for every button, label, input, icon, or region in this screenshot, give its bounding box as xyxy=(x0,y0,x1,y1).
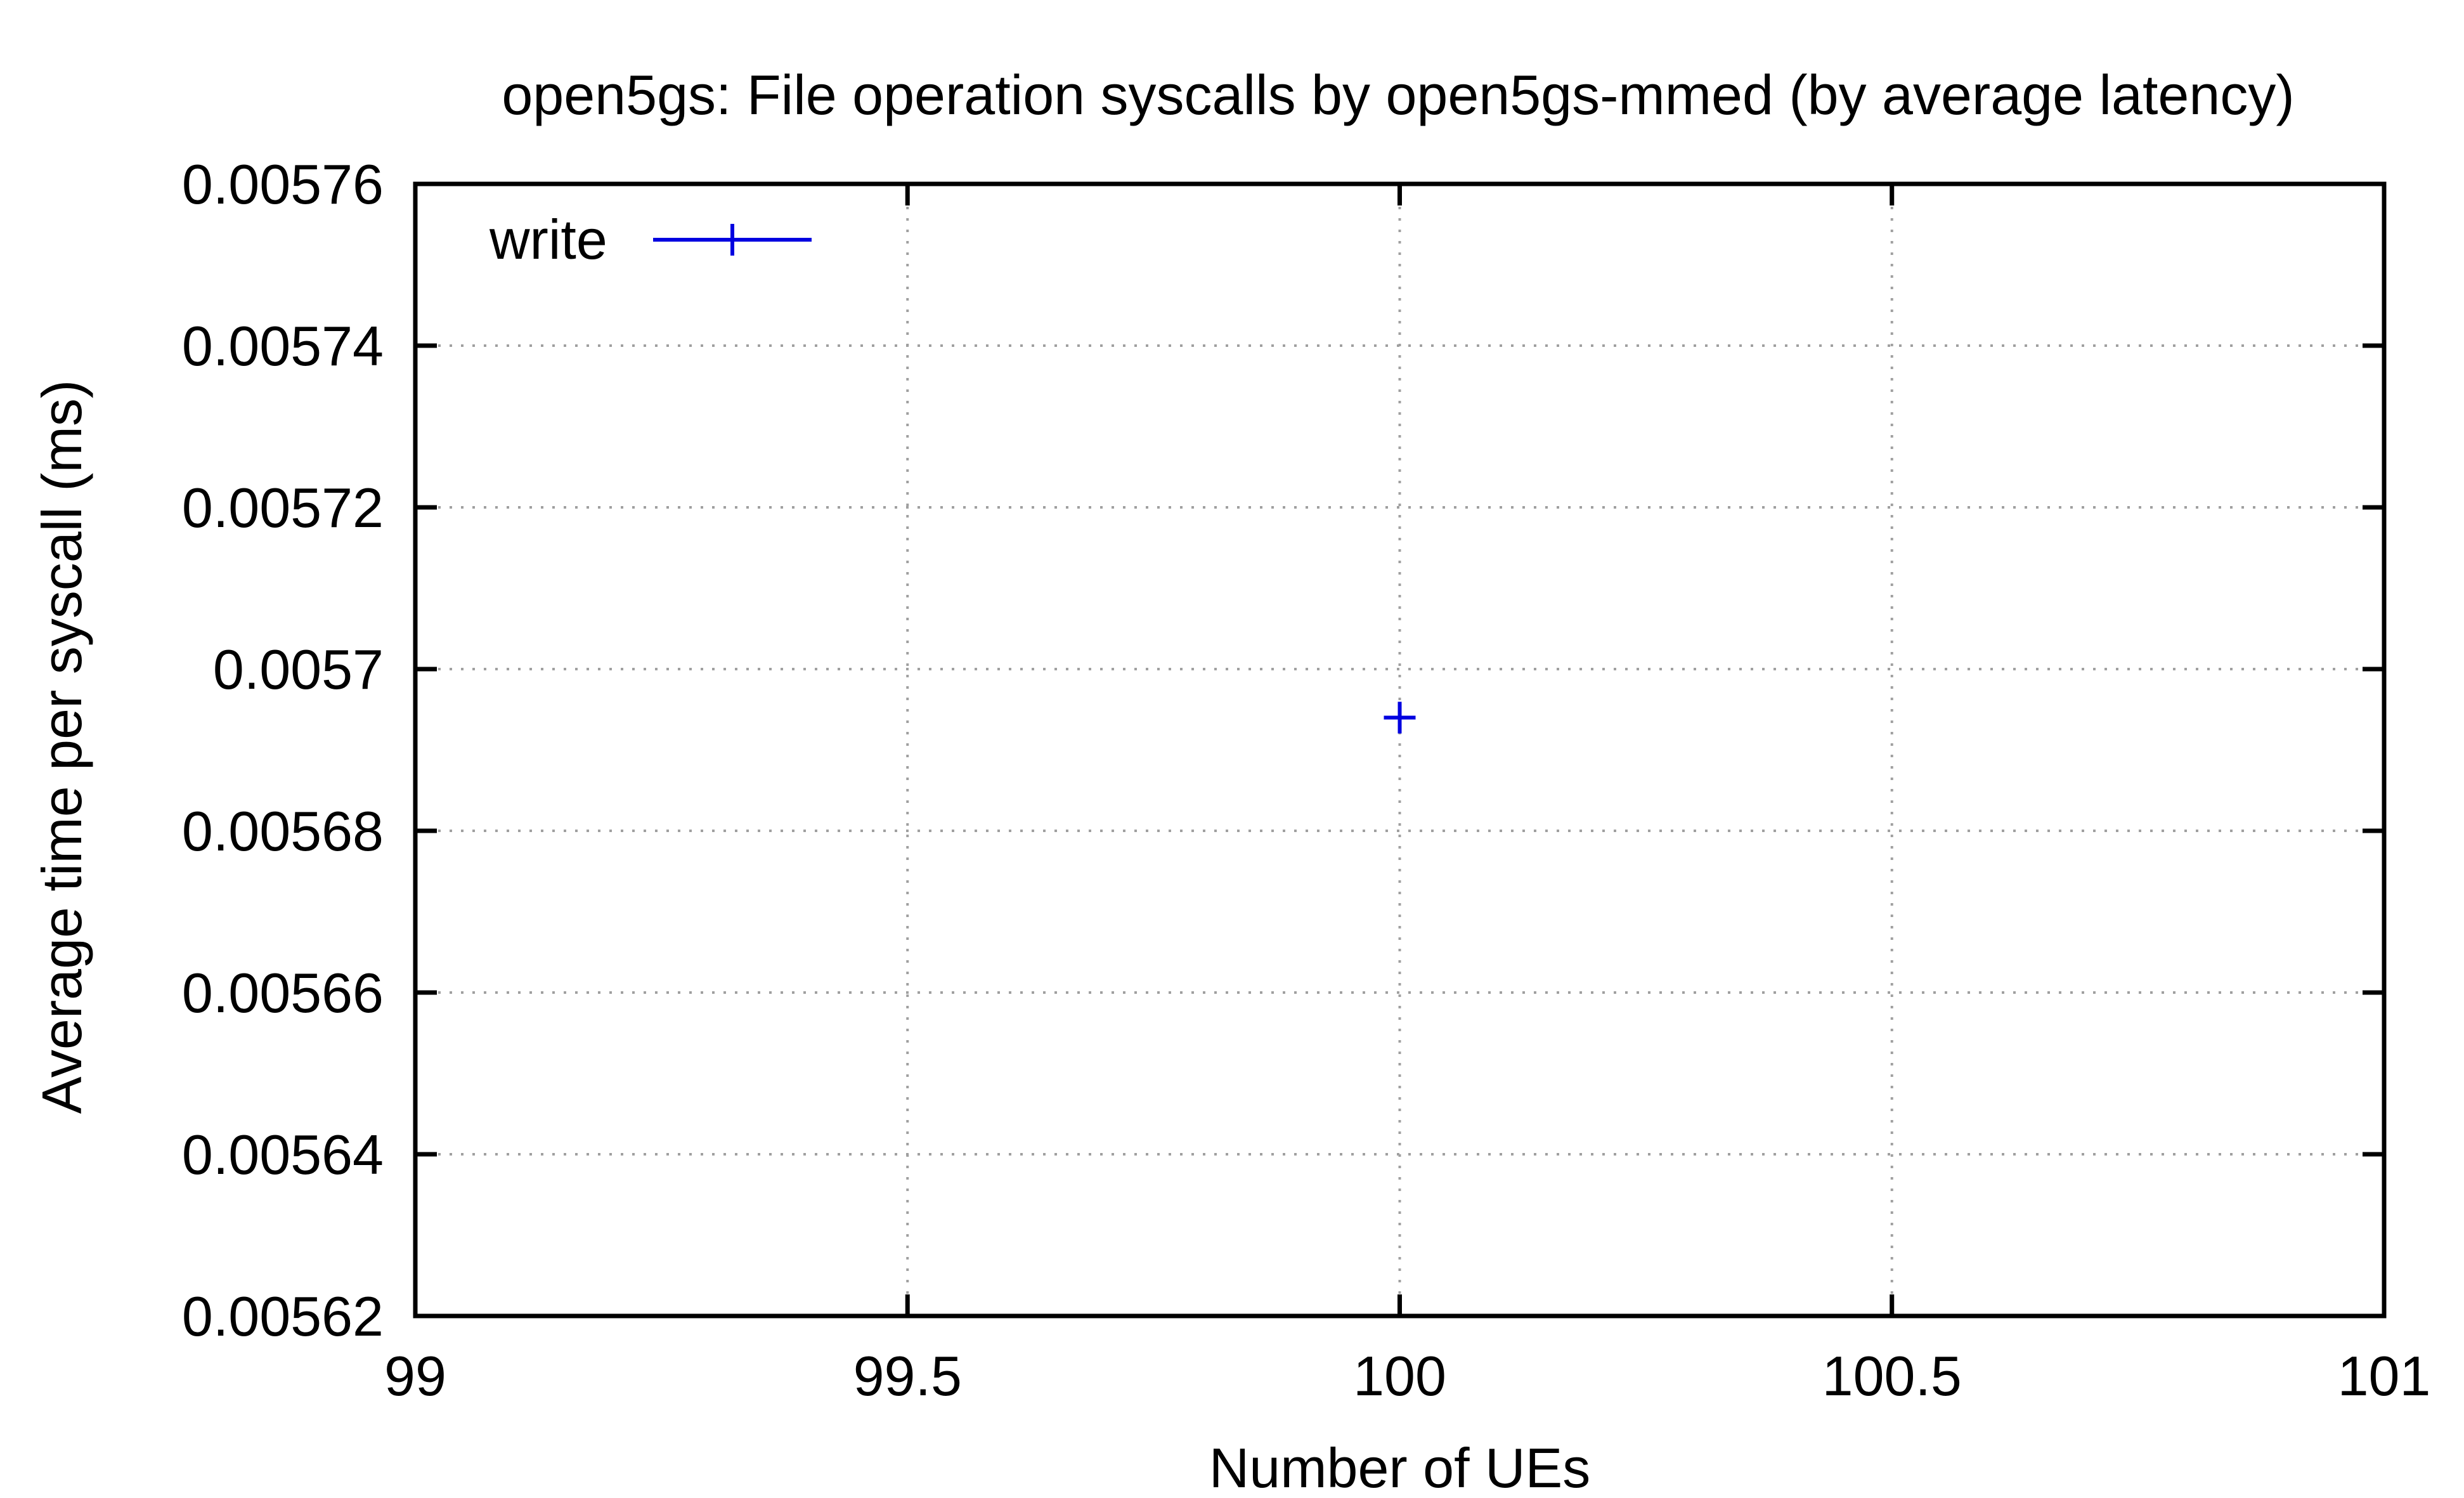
legend-label: write xyxy=(489,208,607,271)
legend-swatch xyxy=(653,224,812,256)
ticks-layer xyxy=(413,181,2387,1319)
y-tick-label: 0.00576 xyxy=(182,153,384,216)
y-tick-label: 0.00564 xyxy=(182,1123,384,1186)
plot-frame xyxy=(413,181,2387,1319)
y-axis-title: Average time per syscall (ms) xyxy=(30,380,93,1114)
chart-title: open5gs: File operation syscalls by open… xyxy=(502,63,2294,126)
data-point xyxy=(1384,701,1416,734)
x-tick-label: 99.5 xyxy=(853,1345,962,1407)
y-tick-label: 0.00568 xyxy=(182,800,384,863)
x-axis-title: Number of UEs xyxy=(1209,1436,1591,1498)
grid-layer xyxy=(415,184,2384,1316)
x-tick-label: 99 xyxy=(384,1345,446,1407)
y-tick-label: 0.0057 xyxy=(213,638,384,701)
y-tick-label: 0.00572 xyxy=(182,476,384,539)
y-tick-label: 0.00562 xyxy=(182,1285,384,1348)
legend: write xyxy=(489,208,812,271)
x-tick-label: 100 xyxy=(1353,1345,1446,1407)
points-layer xyxy=(1384,701,1416,734)
y-tick-labels: 0.00562 0.00564 0.00566 0.00568 0.0057 0.0057… xyxy=(182,153,384,1348)
y-tick-label: 0.00574 xyxy=(182,315,384,377)
y-tick-label: 0.00566 xyxy=(182,961,384,1024)
x-tick-label: 100.5 xyxy=(1822,1345,1962,1407)
x-tick-label: 101 xyxy=(2338,1345,2431,1407)
x-tick-labels: 99 99.5 100 100.5 101 xyxy=(384,1345,2430,1407)
